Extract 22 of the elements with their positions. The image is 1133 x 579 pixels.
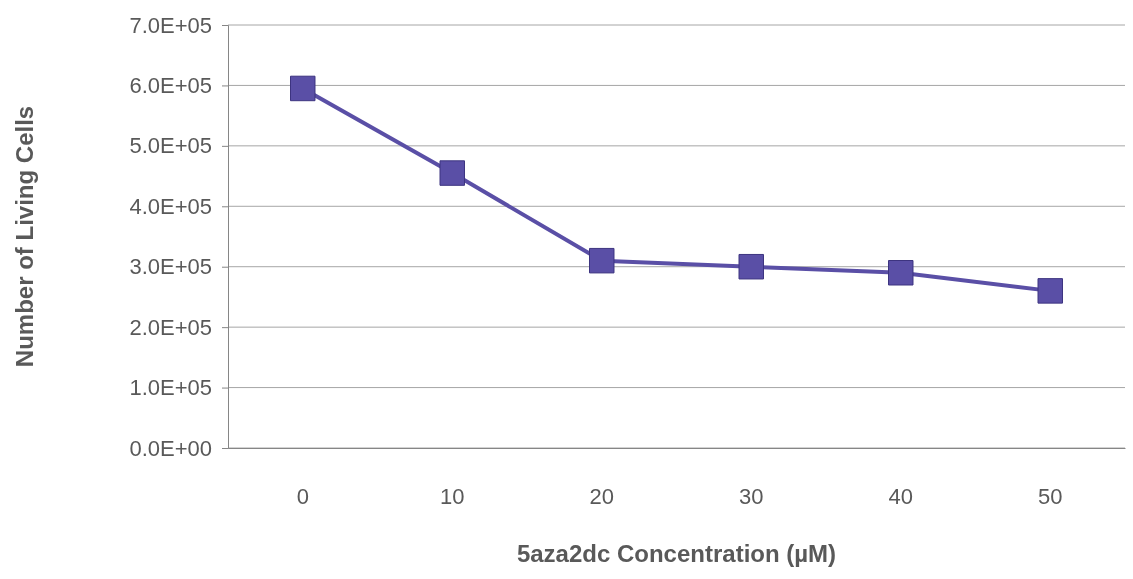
x-tick-label: 50 [1038, 483, 1063, 509]
x-tick-label: 30 [739, 483, 764, 509]
x-tick-label: 10 [440, 483, 465, 509]
x-axis-title: 5aza2dc Concentration (µM) [516, 540, 837, 567]
x-tick-label: 40 [888, 483, 913, 509]
y-axis-title: Number of Living Cells [11, 105, 38, 368]
y-tick-label: 2.0E+05 [129, 314, 212, 340]
y-tick-label: 5.0E+05 [129, 133, 212, 159]
x-tick-label: 20 [589, 483, 614, 509]
y-tick-label: 6.0E+05 [129, 72, 212, 98]
y-tick-label: 7.0E+05 [129, 12, 212, 38]
point [738, 253, 764, 280]
y-tick-label: 3.0E+05 [129, 254, 212, 280]
y-tick-label: 4.0E+05 [129, 193, 212, 219]
point [888, 260, 914, 286]
point [589, 247, 615, 274]
point [290, 75, 316, 102]
x-tick-label: 0 [296, 483, 309, 509]
y-tick-label: 1.0E+05 [129, 375, 212, 401]
point [439, 160, 465, 186]
y-tick-label: 0.0E+00 [129, 435, 212, 461]
point [1037, 278, 1063, 304]
